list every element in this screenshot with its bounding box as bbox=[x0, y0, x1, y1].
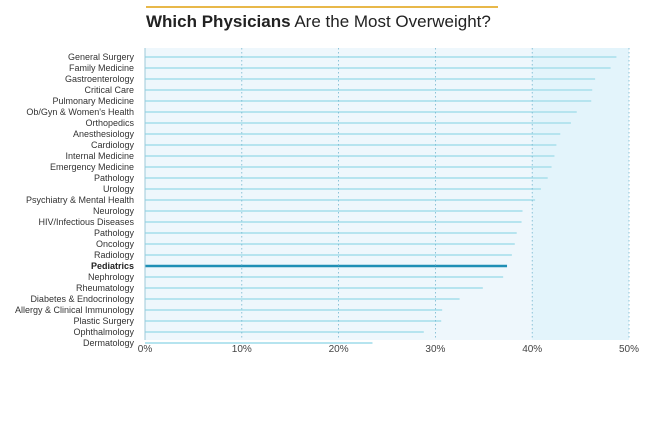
x-tick-label: 40% bbox=[522, 344, 542, 355]
x-tick-label: 30% bbox=[425, 344, 445, 355]
category-label: General Surgery bbox=[68, 52, 135, 62]
category-label: Pediatrics bbox=[91, 261, 134, 271]
category-label: Urology bbox=[103, 184, 135, 194]
chart-title-rest: Are the Most Overweight? bbox=[290, 12, 491, 31]
category-label: Oncology bbox=[96, 239, 135, 249]
chart-title-bold: Which Physicians bbox=[146, 12, 291, 31]
x-tick-label: 0% bbox=[138, 344, 153, 355]
category-label: Pathology bbox=[94, 228, 135, 238]
category-label: Pathology bbox=[94, 173, 135, 183]
category-label: Anesthesiology bbox=[73, 129, 135, 139]
category-label: Psychiatry & Mental Health bbox=[26, 195, 134, 205]
category-label: Rheumatology bbox=[76, 283, 135, 293]
category-label: Nephrology bbox=[88, 272, 135, 282]
category-label: Radiology bbox=[94, 250, 135, 260]
category-label: Allergy & Clinical Immunology bbox=[15, 305, 135, 315]
category-label: Emergency Medicine bbox=[50, 162, 134, 172]
title-accent-rule bbox=[146, 6, 498, 8]
category-label: Ob/Gyn & Women's Health bbox=[26, 107, 134, 117]
category-label: Internal Medicine bbox=[65, 151, 134, 161]
category-label: Diabetes & Endocrinology bbox=[30, 294, 134, 304]
category-label: Gastroenterology bbox=[65, 74, 135, 84]
x-tick-label: 50% bbox=[619, 344, 639, 355]
category-label: Critical Care bbox=[84, 85, 134, 95]
plot-shaded-region bbox=[532, 48, 629, 340]
x-tick-label: 10% bbox=[232, 344, 252, 355]
category-label: Dermatology bbox=[83, 338, 135, 348]
category-label: Cardiology bbox=[91, 140, 135, 150]
category-label: Neurology bbox=[93, 206, 135, 216]
chart-title-block: Which Physicians Are the Most Overweight… bbox=[146, 6, 498, 32]
category-label: Pulmonary Medicine bbox=[52, 96, 134, 106]
category-label: Family Medicine bbox=[69, 63, 134, 73]
category-label: HIV/Infectious Diseases bbox=[38, 217, 134, 227]
x-tick-label: 20% bbox=[329, 344, 349, 355]
chart-title: Which Physicians Are the Most Overweight… bbox=[146, 12, 498, 32]
category-label: Ophthalmology bbox=[73, 327, 134, 337]
category-label: Orthopedics bbox=[85, 118, 134, 128]
category-label: Plastic Surgery bbox=[73, 316, 134, 326]
